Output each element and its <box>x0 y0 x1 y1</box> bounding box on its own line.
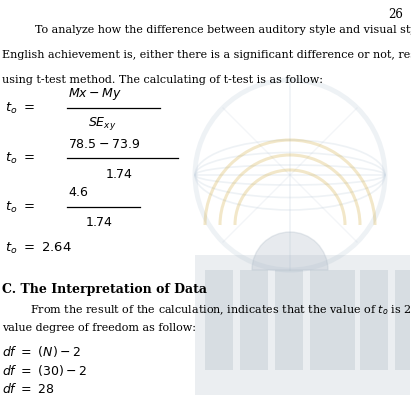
Text: $1.74$: $1.74$ <box>105 168 133 181</box>
Text: $78.5 - 73.9$: $78.5 - 73.9$ <box>68 137 140 151</box>
Text: C. The Interpretation of Data: C. The Interpretation of Data <box>2 283 207 296</box>
Bar <box>275 270 303 370</box>
Bar <box>195 255 410 395</box>
Text: $t_o\ =\ 2.64$: $t_o\ =\ 2.64$ <box>5 240 72 256</box>
Text: using t-test method. The calculating of t-test is as follow:: using t-test method. The calculating of … <box>2 75 323 85</box>
Text: $1.74$: $1.74$ <box>85 217 113 229</box>
Text: $t_o\ =$: $t_o\ =$ <box>5 101 35 116</box>
Text: To analyze how the difference between auditory style and visual style in: To analyze how the difference between au… <box>35 25 411 35</box>
Text: $SE_{xy}$: $SE_{xy}$ <box>88 116 116 133</box>
Wedge shape <box>252 232 328 270</box>
Text: $df\ =\ (30) - 2$: $df\ =\ (30) - 2$ <box>2 363 88 378</box>
Text: From the result of the calculation, indicates that the value of $t_o$ is 2.64 an: From the result of the calculation, indi… <box>30 303 411 317</box>
Bar <box>205 270 233 370</box>
Text: value degree of freedom as follow:: value degree of freedom as follow: <box>2 323 196 333</box>
Text: $df\ =\ 28$: $df\ =\ 28$ <box>2 382 55 396</box>
Text: $df\ =\ (N) - 2$: $df\ =\ (N) - 2$ <box>2 344 81 359</box>
Bar <box>395 270 410 370</box>
Bar <box>240 270 268 370</box>
Text: English achievement is, either there is a significant difference or not, researc: English achievement is, either there is … <box>2 50 411 60</box>
Bar <box>360 270 388 370</box>
Text: $4.6$: $4.6$ <box>68 187 89 200</box>
Bar <box>310 270 355 370</box>
Text: $t_o\ =$: $t_o\ =$ <box>5 150 35 166</box>
Text: $t_o\ =$: $t_o\ =$ <box>5 200 35 215</box>
Text: 26: 26 <box>388 8 403 21</box>
Text: $Mx - My$: $Mx - My$ <box>68 86 122 102</box>
